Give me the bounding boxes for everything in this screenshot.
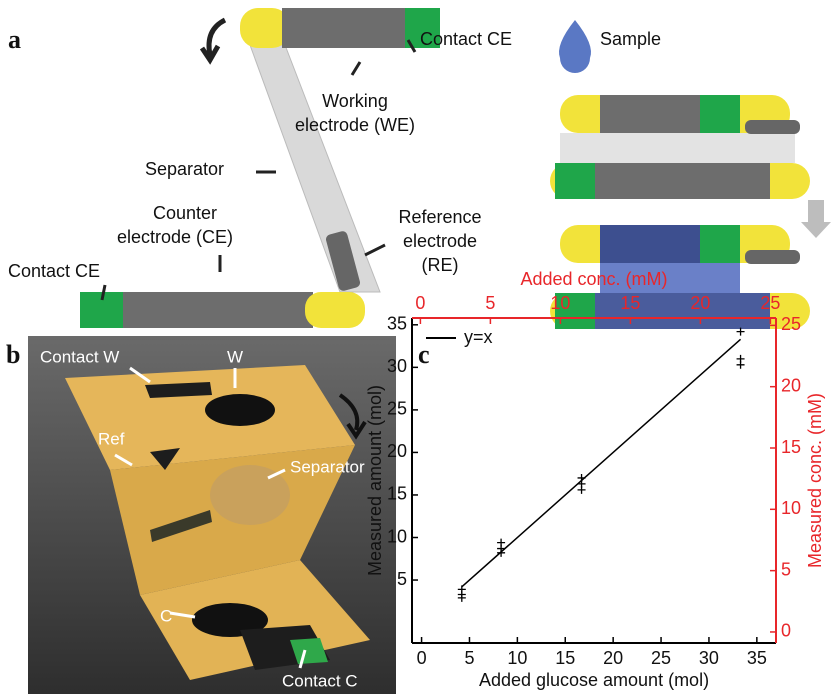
data-point [578, 486, 586, 494]
x-tick-label: 30 [699, 648, 719, 668]
x-tick-label: 0 [417, 648, 427, 668]
y2-axis-label: Measured conc. (mM) [805, 393, 825, 568]
x2-tick-label: 25 [760, 293, 780, 313]
y-tick-label: 10 [387, 526, 407, 546]
label: electrode [403, 231, 477, 251]
working-pad [205, 394, 275, 426]
label: Sample [600, 29, 661, 49]
photo-label: C [160, 606, 172, 625]
x-axis-label: Added glucose amount (mol) [479, 670, 709, 690]
photo-label: Contact W [40, 347, 119, 366]
label: Separator [145, 159, 224, 179]
x2-tick-label: 15 [620, 293, 640, 313]
photo-label: Contact C [282, 671, 358, 690]
working-strip [282, 8, 407, 48]
separator-strip [250, 45, 380, 292]
photo-label: W [227, 347, 243, 366]
y2-tick-label: 25 [781, 314, 801, 334]
label: Working [322, 91, 388, 111]
chart-c: 0 5 10 15 20 25 30 35 5 10 15 20 25 30 35 0 5 10 15 20 25 0 5 1… [365, 269, 825, 690]
label: electrode (CE) [117, 227, 233, 247]
photo-label: Separator [290, 457, 365, 476]
label: Reference [398, 207, 481, 227]
figure: Contact CE Working electrode (WE) Separa… [0, 0, 831, 694]
x-tick-label: 15 [555, 648, 575, 668]
panel-label: b [6, 340, 20, 369]
y-tick-label: 35 [387, 314, 407, 334]
y-tick-label: 15 [387, 484, 407, 504]
x2-tick-label: 0 [415, 293, 425, 313]
y2-tick-label: 5 [781, 559, 791, 579]
yellow-end [305, 292, 365, 328]
counter-strip [123, 292, 313, 328]
x2-tick-label: 20 [690, 293, 710, 313]
label: Counter [153, 203, 217, 223]
x2-axis-label: Added conc. (mM) [520, 269, 667, 289]
data-point [737, 361, 745, 369]
label: (RE) [422, 255, 459, 275]
photo-label: Ref [98, 429, 125, 448]
diagram-a: Contact CE Working electrode (WE) Separa… [8, 8, 831, 329]
device-1 [550, 95, 810, 199]
y-axis-label: Measured amount (mol) [365, 385, 385, 576]
x-tick-label: 35 [747, 648, 767, 668]
x-tick-label: 20 [603, 648, 623, 668]
label: Contact CE [8, 261, 100, 281]
y-tick-label: 25 [387, 399, 407, 419]
y-tick-label: 20 [387, 441, 407, 461]
panel-label: c [418, 340, 430, 369]
x2-tick-label: 5 [485, 293, 495, 313]
x-tick-label: 25 [651, 648, 671, 668]
y2-tick-label: 20 [781, 375, 801, 395]
panel-label: a [8, 25, 21, 54]
photo-b: Contact W W Ref Separator C Contact C [28, 336, 396, 694]
y2-tick-label: 15 [781, 437, 801, 457]
label: Contact CE [420, 29, 512, 49]
fit-line [462, 339, 741, 587]
fold-arrow [202, 20, 225, 60]
x2-tick-label: 10 [550, 293, 570, 313]
x-tick-label: 10 [507, 648, 527, 668]
legend-label: y=x [464, 327, 493, 347]
label: electrode (WE) [295, 115, 415, 135]
x-tick-label: 5 [464, 648, 474, 668]
y-tick-label: 30 [387, 356, 407, 376]
y-tick-label: 5 [397, 569, 407, 589]
down-arrow [801, 200, 831, 238]
sample-drop [559, 20, 591, 73]
y2-tick-label: 0 [781, 621, 791, 641]
y2-tick-label: 10 [781, 498, 801, 518]
